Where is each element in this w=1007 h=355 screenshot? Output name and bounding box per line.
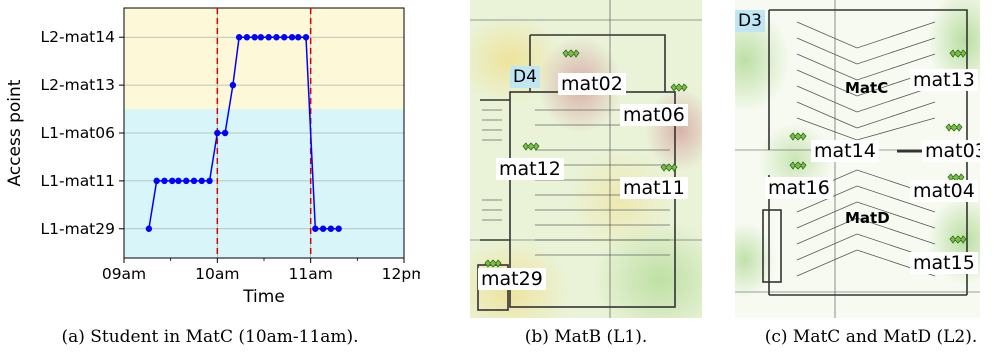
data-point [161, 177, 168, 185]
data-point [273, 34, 280, 41]
data-point [319, 225, 327, 232]
door-label-d3: D3 [735, 10, 765, 32]
y-tick-label: L1-mat06 [41, 124, 116, 142]
ap-label-mat02: mat02 [558, 73, 626, 95]
floor-map-matc-matd: D3 MatC MatD mat13 mat14 mat03 mat16 mat… [735, 0, 980, 318]
ap-label-mat16: mat16 [765, 177, 833, 199]
data-point [183, 177, 190, 185]
access-point-icon [660, 163, 678, 172]
data-point [221, 129, 229, 137]
x-axis-title: Time [242, 287, 285, 307]
data-point [251, 34, 258, 41]
series-points [145, 34, 342, 232]
room-label-matd: MatD [845, 209, 890, 227]
band-l2 [124, 8, 404, 110]
data-point [175, 177, 182, 185]
y-tick-label: L2-mat14 [41, 28, 116, 46]
y-axis: L1-mat29 L1-mat11 L1-mat06 L2-mat13 L2-mat14 [41, 28, 124, 238]
data-point [265, 34, 272, 41]
access-point-icon [484, 259, 502, 268]
x-tick-label: 12pm [382, 265, 420, 283]
access-point-icon [947, 173, 965, 182]
y-axis-title: Access point [5, 79, 25, 186]
data-point [235, 34, 243, 41]
data-point [214, 129, 221, 137]
data-point [335, 225, 342, 232]
data-point [229, 81, 237, 89]
access-point-icon [789, 132, 807, 141]
ap-label-mat04: mat04 [910, 180, 978, 202]
ap-label-mat12: mat12 [496, 158, 564, 180]
x-tick-label: 11am [289, 265, 333, 283]
data-point [243, 34, 251, 41]
data-point [295, 34, 302, 41]
ap-label-mat11: mat11 [620, 177, 688, 199]
data-point [288, 34, 296, 41]
data-point [327, 225, 335, 232]
data-point [312, 225, 319, 232]
ap-label-mat13: mat13 [910, 69, 978, 91]
y-tick-label: L1-mat11 [41, 172, 116, 190]
access-point-timeline-chart: L1-mat29 L1-mat11 L1-mat06 L2-mat13 L2-mat14… [5, 7, 426, 307]
data-point [190, 177, 198, 185]
ap-label-mat15: mat15 [910, 252, 978, 274]
access-point-icon [522, 142, 540, 151]
room-label-matc: MatC [845, 79, 889, 97]
caption-c: (c) MatC and MatD (L2). [764, 327, 978, 347]
access-point-icon [945, 123, 963, 132]
access-point-icon [670, 83, 688, 92]
ap-label-mat14: mat14 [811, 140, 879, 162]
x-tick-label: 10am [195, 265, 239, 283]
access-point-icon [949, 49, 967, 58]
data-point [302, 34, 310, 41]
data-point [198, 177, 205, 185]
caption-a: (a) Student in MatC (10am-11am). [61, 327, 359, 347]
data-point [206, 177, 213, 185]
y-tick-label: L2-mat13 [41, 76, 116, 94]
data-point [257, 34, 265, 41]
floor-map-matb: D4 mat02 mat06 mat12 mat11 mat29 [470, 0, 702, 318]
panel-a-chart: L1-mat29 L1-mat11 L1-mat06 L2-mat13 L2-mat14… [0, 0, 426, 318]
access-point-icon [789, 161, 807, 170]
door-label-d4: D4 [510, 66, 540, 88]
data-point [153, 177, 160, 185]
ap-label-mat03: mat03 [922, 140, 980, 162]
ap-label-mat29: mat29 [478, 268, 546, 290]
data-point [281, 34, 288, 41]
y-tick-label: L1-mat29 [41, 220, 116, 238]
access-point-icon [562, 49, 580, 58]
ap-label-mat06: mat06 [620, 104, 688, 126]
access-point-icon [949, 235, 967, 244]
x-axis: 09am 10am 11am 12pm [102, 258, 426, 283]
data-point [145, 225, 153, 232]
caption-b: (b) MatB (L1). [524, 327, 648, 347]
x-tick-label: 09am [102, 265, 146, 283]
data-point [169, 177, 176, 185]
